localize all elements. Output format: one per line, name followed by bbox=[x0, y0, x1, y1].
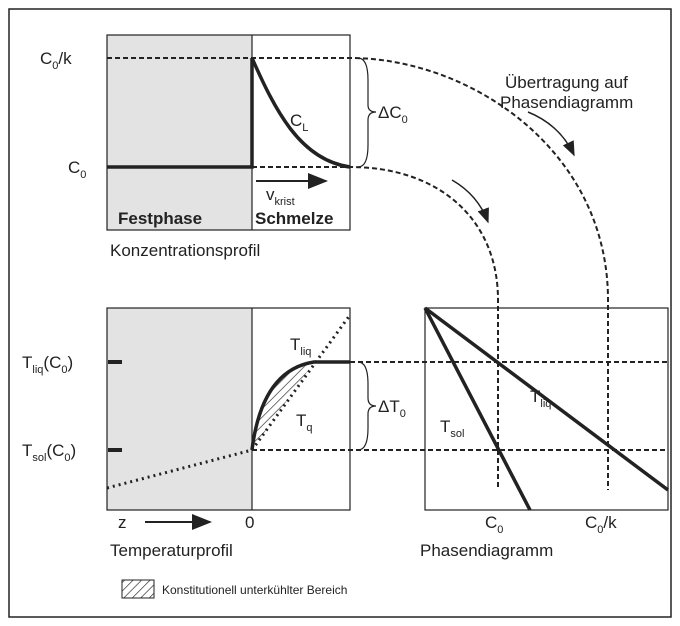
text-part: T bbox=[296, 411, 306, 430]
subscript: 0 bbox=[400, 408, 406, 420]
text-part: T bbox=[290, 335, 300, 354]
label: 0 bbox=[245, 513, 254, 532]
legend-label: Konstitutionell unterkühlter Bereich bbox=[162, 583, 347, 597]
subscript: sol bbox=[450, 428, 464, 440]
label: ΔT0 bbox=[378, 397, 406, 420]
text-part: T bbox=[22, 353, 32, 372]
label: Schmelze bbox=[255, 209, 333, 228]
label: C0/k bbox=[40, 49, 72, 72]
label: C0/k bbox=[585, 513, 617, 536]
outer-border bbox=[8, 8, 672, 618]
tliq-curve bbox=[250, 360, 350, 451]
text-part: C bbox=[68, 158, 80, 177]
text-part: T bbox=[22, 441, 32, 460]
label: C0 bbox=[485, 513, 503, 536]
text-part: C bbox=[485, 513, 497, 532]
subscript: 0 bbox=[52, 60, 58, 72]
label: z bbox=[118, 513, 127, 532]
label: Tsol bbox=[440, 417, 464, 440]
subscript: 0 bbox=[64, 452, 70, 464]
label: Tliq bbox=[530, 387, 551, 410]
label: C0 bbox=[68, 158, 86, 181]
label: vkrist bbox=[266, 185, 295, 208]
label: Tliq(C0) bbox=[22, 353, 73, 376]
label: Tliq bbox=[290, 335, 311, 358]
text-part: /k bbox=[58, 49, 72, 68]
subscript: sol bbox=[32, 452, 46, 464]
text-part: ΔC bbox=[378, 103, 402, 122]
legend-swatch bbox=[121, 579, 155, 599]
label: Festphase bbox=[118, 209, 202, 228]
bracket bbox=[357, 57, 377, 168]
solid-profile bbox=[107, 58, 254, 169]
text-part: (C bbox=[46, 441, 64, 460]
label: Phasendiagramm bbox=[500, 93, 633, 112]
cl-curve bbox=[250, 57, 351, 169]
subscript: krist bbox=[275, 196, 295, 208]
arrow bbox=[451, 179, 489, 224]
text-part: C bbox=[40, 49, 52, 68]
label: Tq bbox=[296, 411, 313, 434]
transfer-c0k bbox=[107, 57, 609, 490]
text-part: T bbox=[440, 417, 450, 436]
text-part: /k bbox=[603, 513, 617, 532]
phase-frame bbox=[424, 307, 669, 511]
subscript: liq bbox=[540, 398, 551, 410]
label: Übertragung auf bbox=[505, 73, 628, 92]
arrow bbox=[527, 111, 575, 157]
label: ΔC0 bbox=[378, 103, 408, 126]
bracket bbox=[357, 361, 377, 451]
hatched-region bbox=[252, 362, 314, 450]
subscript: 0 bbox=[402, 114, 408, 126]
text-part: (C bbox=[43, 353, 61, 372]
text-part: T bbox=[530, 387, 540, 406]
text-part: ) bbox=[71, 441, 77, 460]
solid-area bbox=[107, 308, 252, 510]
caption: Phasendiagramm bbox=[420, 541, 553, 560]
temperature-frame bbox=[106, 307, 351, 511]
tq-line bbox=[106, 314, 352, 490]
subscript: 0 bbox=[497, 524, 503, 536]
text-part: ΔT bbox=[378, 397, 400, 416]
label: Tsol(C0) bbox=[22, 441, 76, 464]
text-part: C bbox=[290, 111, 302, 130]
tsol-line bbox=[423, 307, 532, 511]
subscript: q bbox=[306, 422, 312, 434]
subscript: L bbox=[302, 122, 308, 134]
caption: Konzentrationsprofil bbox=[110, 241, 260, 260]
tliq-line bbox=[423, 306, 670, 492]
subscript: liq bbox=[32, 364, 43, 376]
solid-area bbox=[107, 35, 252, 230]
subscript: liq bbox=[300, 346, 311, 358]
subscript: 0 bbox=[61, 364, 67, 376]
caption: Temperaturprofil bbox=[110, 541, 233, 560]
subscript: 0 bbox=[80, 169, 86, 181]
text-part: v bbox=[266, 185, 275, 204]
subscript: 0 bbox=[597, 524, 603, 536]
text-part: C bbox=[585, 513, 597, 532]
text-part: ) bbox=[67, 353, 73, 372]
label: CL bbox=[290, 111, 308, 134]
concentration-frame bbox=[106, 34, 351, 231]
